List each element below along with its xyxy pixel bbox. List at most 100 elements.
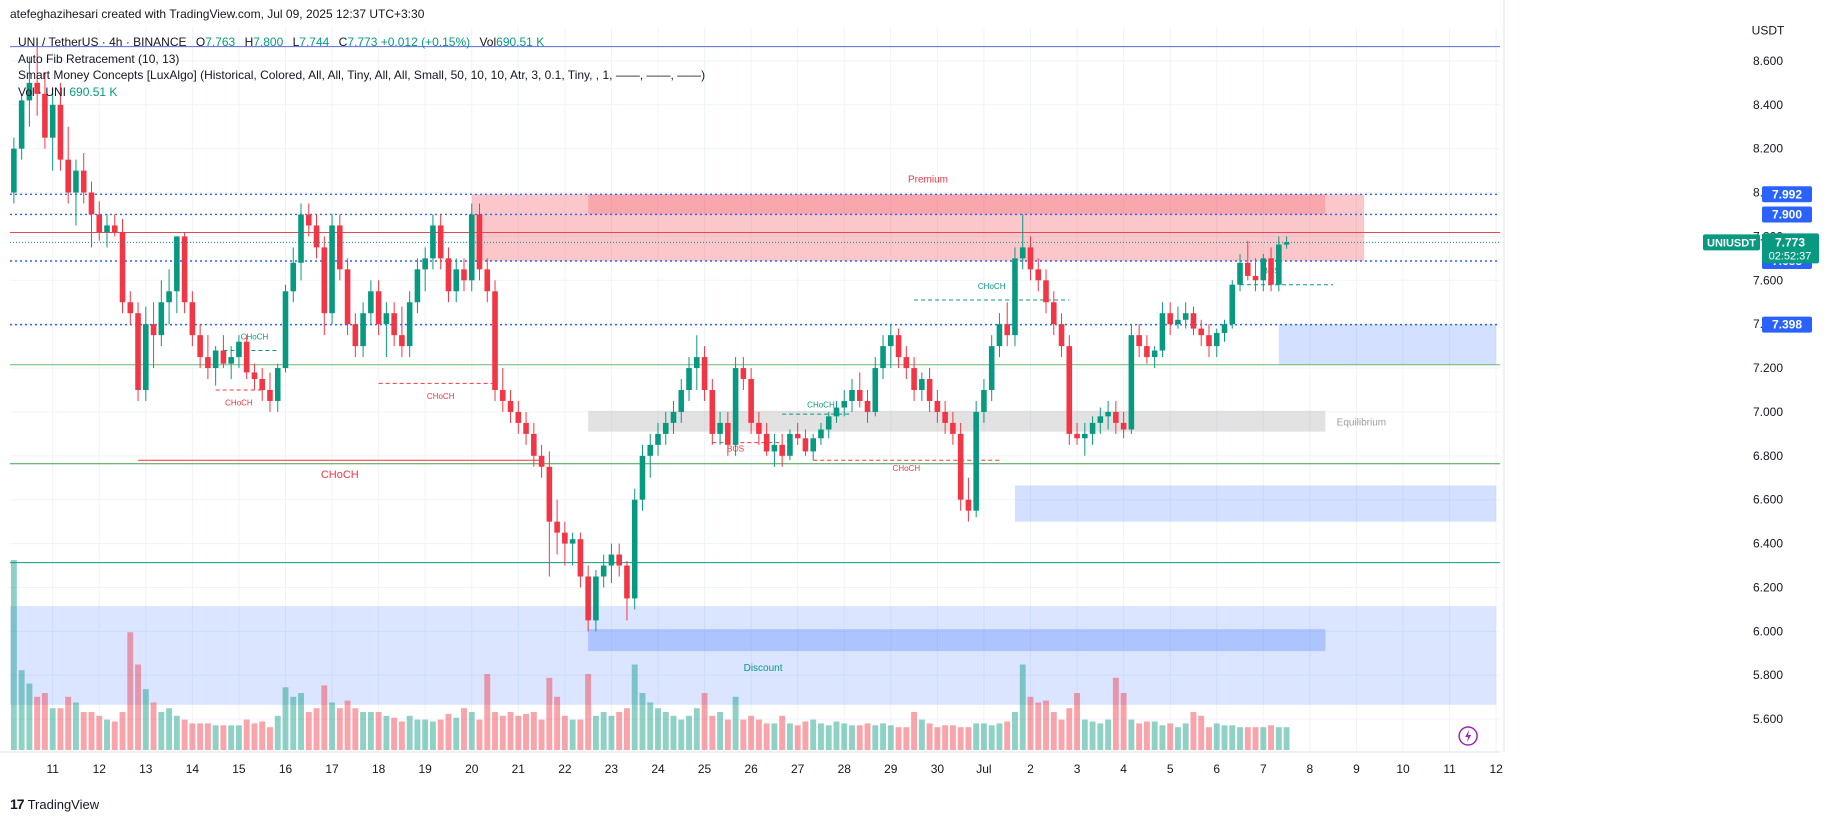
candle-body — [492, 291, 498, 390]
volume-bar — [321, 685, 328, 750]
time-tick-label: 12 — [1489, 762, 1503, 776]
volume-bar — [1268, 725, 1275, 750]
candle-body — [143, 324, 149, 390]
zone-box — [588, 410, 1326, 432]
price-tick-label: 6.000 — [1753, 624, 1783, 638]
indicator-smc[interactable]: Smart Money Concepts [LuxAlgo] (Historic… — [18, 68, 706, 82]
volume-bar — [1167, 723, 1174, 750]
volume-bar — [119, 712, 126, 750]
candle-body — [841, 400, 848, 408]
candle-body — [329, 225, 335, 314]
ohlc-vol-label: Vol — [479, 35, 497, 49]
price-tick-label: 8.600 — [1753, 54, 1783, 68]
candle-body — [453, 269, 460, 292]
ohlc-l-label: L — [292, 35, 300, 49]
structure-label: CHoCH — [321, 469, 359, 481]
candle-body — [236, 341, 242, 358]
volume-bar — [724, 719, 731, 750]
candle-body — [1050, 302, 1057, 325]
ohlc-change: +0.012 (+0.15%) — [380, 35, 471, 49]
volume-bar — [1050, 712, 1057, 750]
volume-bar — [398, 721, 405, 750]
volume-bar — [274, 715, 281, 750]
time-axis[interactable]: 11 12 13 14 15 16 17 18 19 20 21 22 23 24 25 26 27 28 29 30… — [0, 751, 1503, 776]
ohlc-low: 7.744 — [299, 35, 330, 49]
volume-bar — [235, 725, 242, 750]
candle-body — [313, 225, 320, 248]
volume-bar — [1097, 723, 1104, 750]
volume-bar — [57, 708, 64, 750]
time-tick-label: 21 — [512, 762, 526, 776]
volume-bar — [367, 712, 374, 750]
candle-body — [585, 576, 591, 621]
candle-body — [787, 433, 793, 456]
volume-bar — [111, 721, 118, 750]
volume-bar — [926, 723, 933, 750]
volume-bar — [290, 696, 297, 750]
candle-body — [624, 565, 630, 599]
candle-body — [391, 313, 397, 336]
volume-bar — [771, 723, 778, 750]
candle-body — [818, 429, 824, 439]
volume-bar — [538, 719, 545, 750]
symbol-title[interactable]: UNI / TetherUS · 4h · BINANCE — [18, 35, 187, 49]
candle-body — [88, 192, 95, 215]
candle-body — [802, 438, 809, 452]
volume-bar — [1260, 727, 1267, 750]
candle-body — [701, 357, 708, 390]
candle-body — [1229, 284, 1236, 325]
volume-bar — [1074, 693, 1081, 750]
candle-body — [1144, 346, 1150, 358]
volume-bar — [880, 723, 886, 750]
volume-bar — [825, 725, 832, 750]
volume-bar — [608, 715, 615, 750]
volume-bar — [507, 712, 514, 750]
candle-body — [212, 350, 219, 369]
volume-bar — [352, 708, 359, 750]
candle-body — [375, 291, 382, 325]
volume-bar — [1089, 721, 1096, 750]
candle-body — [1252, 275, 1259, 281]
time-tick-label: 28 — [838, 762, 852, 776]
price-axis[interactable]: USDT8.6008.4008.2008.0007.8007.6007.4007… — [10, 0, 1819, 752]
candle-body — [593, 576, 599, 621]
volume-bar — [988, 725, 995, 750]
time-tick-label: 22 — [558, 762, 572, 776]
volume-bar — [670, 715, 677, 750]
volume-bar — [647, 702, 654, 750]
volume-bar — [600, 712, 607, 750]
volume-bar — [1081, 719, 1088, 750]
volume-bar — [833, 721, 840, 750]
tradingview-brand[interactable]: 17 TradingView — [10, 796, 99, 812]
volume-bar — [104, 719, 110, 750]
time-tick-label: 26 — [744, 762, 758, 776]
last-price-text: 7.773 — [1775, 235, 1805, 249]
indicator-volume[interactable]: Vol · UNI 690.51 K — [18, 84, 705, 101]
time-tick-label: 8 — [1307, 762, 1314, 776]
time-tick-label: 13 — [139, 762, 153, 776]
candle-body — [1113, 411, 1119, 423]
countdown-text: 02:52:37 — [1769, 250, 1812, 262]
candle-body — [282, 291, 289, 369]
lightning-glyph — [1465, 730, 1472, 742]
volume-bar — [1136, 723, 1143, 750]
candle-body — [942, 411, 948, 423]
candle-body — [484, 269, 491, 292]
volume-bar — [903, 727, 910, 750]
candle-body — [616, 554, 622, 566]
candle-body — [1175, 319, 1181, 325]
candle-body — [368, 291, 374, 314]
candle-body — [65, 159, 71, 193]
zone-box — [1014, 485, 1497, 522]
volume-bar — [639, 693, 646, 750]
indicator-fib[interactable]: Auto Fib Retracement (10, 13) — [18, 51, 180, 66]
candle-body — [111, 225, 118, 233]
zone-label: Equilibrium — [1337, 417, 1386, 428]
volume-bar — [918, 719, 925, 750]
ohlc-close: 7.773 — [347, 35, 378, 49]
price-tick-label: 5.800 — [1753, 668, 1783, 682]
candle-body — [11, 148, 17, 193]
candle-body — [732, 368, 739, 445]
candle-body — [794, 433, 801, 439]
